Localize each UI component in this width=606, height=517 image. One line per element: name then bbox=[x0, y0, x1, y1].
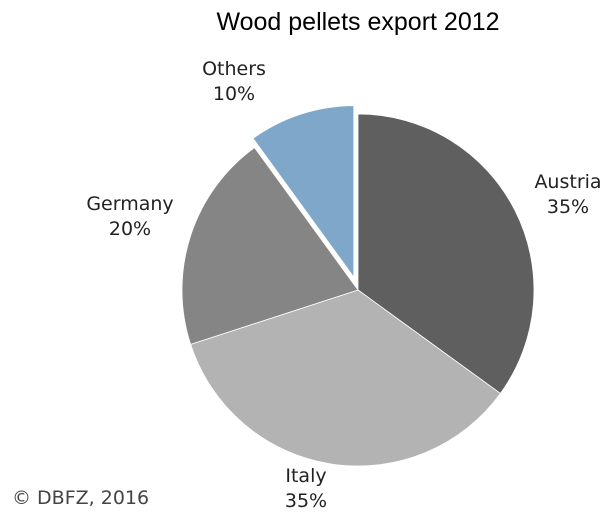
slice-label-germany: Germany bbox=[86, 193, 173, 215]
slice-label-italy: Italy bbox=[285, 465, 326, 487]
slice-label-others: Others bbox=[202, 58, 266, 80]
slice-value-others: 10% bbox=[213, 83, 255, 105]
slice-value-germany: 20% bbox=[109, 218, 151, 240]
pie-labels: Austria 35% Italy 35% Germany 20% Others 10% bbox=[86, 58, 601, 512]
pie-slice-others bbox=[249, 102, 357, 286]
pie-slices bbox=[181, 102, 535, 467]
slice-label-austria: Austria bbox=[534, 171, 601, 193]
chart-title: Wood pellets export 2012 bbox=[216, 8, 499, 36]
pie-slice-austria bbox=[357, 113, 535, 395]
copyright-credit: © DBFZ, 2016 bbox=[12, 487, 149, 509]
pie-slice-italy bbox=[190, 289, 501, 467]
pie-slice-germany bbox=[181, 147, 359, 345]
slice-value-italy: 35% bbox=[285, 490, 327, 512]
slice-value-austria: 35% bbox=[547, 196, 589, 218]
